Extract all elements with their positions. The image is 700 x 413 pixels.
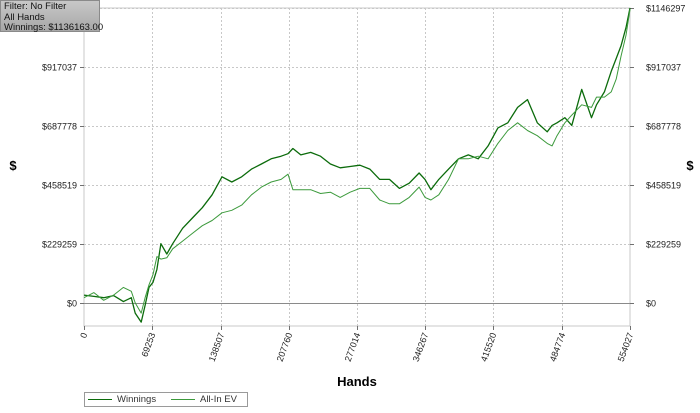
x-axis-label: Hands (337, 374, 377, 389)
y-tick-label-left: $458519 (42, 181, 77, 191)
y-axis-label-left: $ (9, 158, 17, 173)
x-tick-label: 69253 (139, 331, 157, 358)
y-tick-label-right: $0 (646, 299, 656, 309)
chart-series (83, 7, 631, 323)
filter-info-panel: Filter: No Filter All Hands Winnings: $1… (0, 0, 104, 33)
winnings-total-label: Winnings: $1136163.00 (4, 22, 104, 33)
chart-axes (80, 7, 634, 330)
x-tick-label: 277014 (343, 331, 363, 363)
y-tick-label-right: $917037 (646, 63, 681, 73)
x-tick-label: 346267 (411, 331, 431, 363)
filter-label: Filter: No Filter (4, 1, 67, 12)
legend-swatch-allin-ev (171, 399, 195, 400)
y-tick-label-left: $917037 (42, 63, 77, 73)
y-tick-label-left: $0 (67, 299, 77, 309)
y-tick-label-right: $687778 (646, 122, 681, 132)
legend-swatch-winnings (88, 399, 112, 400)
x-tick-label: 415520 (479, 331, 499, 363)
chart-grid (84, 8, 630, 326)
hands-scope-label: All Hands (4, 11, 45, 23)
y-axis-label-right: $ (686, 158, 694, 173)
series-line-allin-ev (83, 9, 631, 314)
y-tick-label-right: $1146297 (646, 4, 685, 14)
plot-border (83, 7, 631, 327)
x-tick-label: 138507 (207, 331, 227, 363)
x-tick-label: 554027 (616, 331, 636, 363)
legend-label-allin-ev: All-In EV (200, 394, 237, 405)
x-tick-label: 484774 (548, 331, 568, 363)
x-tick-label: 207760 (275, 331, 295, 363)
legend-item-allin-ev: All-In EV (171, 394, 237, 405)
chart-legend: Winnings All-In EV (84, 392, 248, 407)
series-line-winnings (83, 7, 631, 323)
y-tick-label-right: $229259 (646, 240, 681, 250)
legend-item-winnings: Winnings (88, 394, 156, 405)
y-tick-label-left: $687778 (42, 122, 77, 132)
legend-label-winnings: Winnings (117, 394, 157, 405)
y-tick-label-right: $458519 (646, 181, 681, 191)
y-tick-label-left: $229259 (42, 240, 77, 250)
x-tick-label: 0 (78, 331, 89, 339)
